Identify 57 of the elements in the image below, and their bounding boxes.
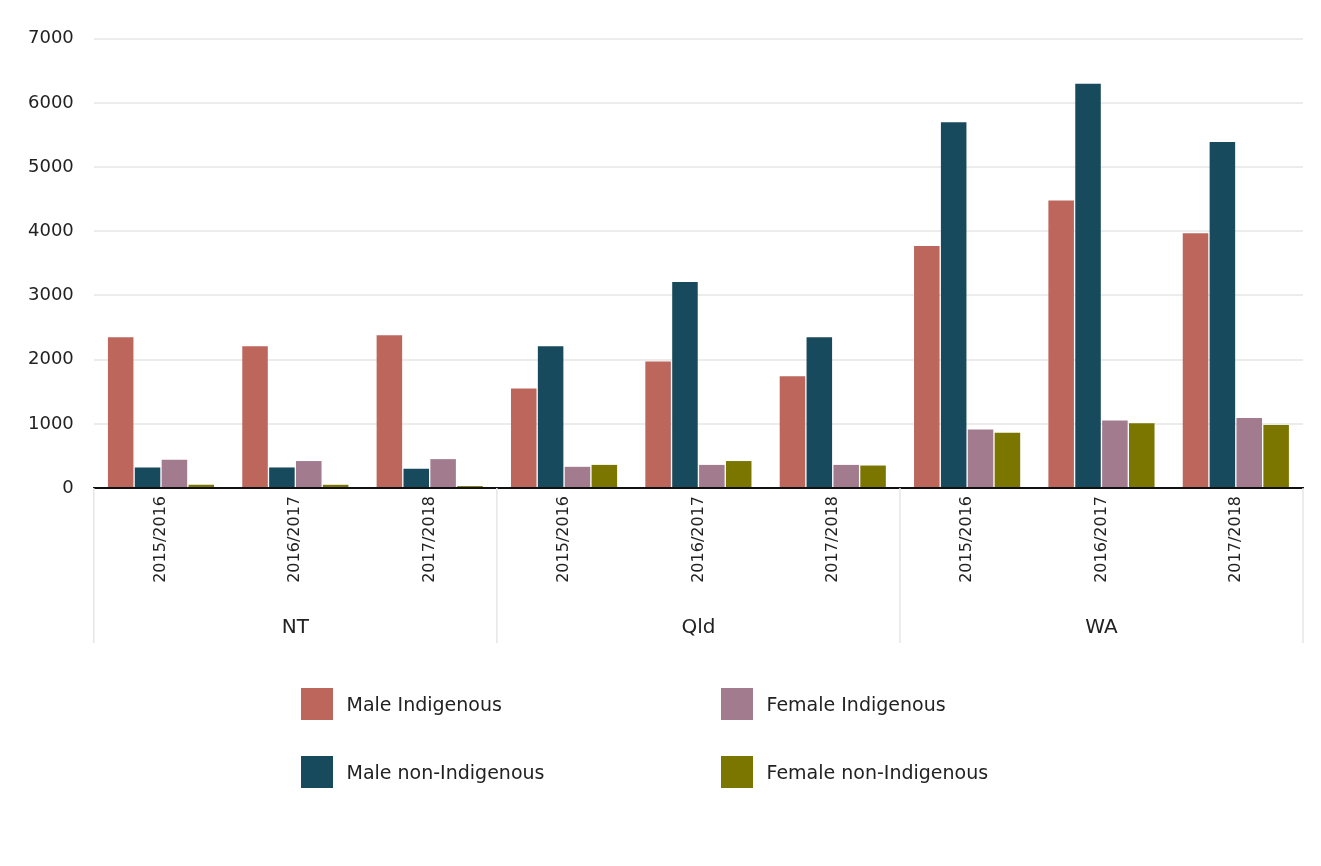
y-tick-label: 6000 (28, 90, 74, 112)
x-tick-label: 2016/2017 (1090, 496, 1110, 583)
bar (725, 461, 752, 487)
bar (994, 432, 1021, 487)
bar (1048, 200, 1074, 487)
bar (537, 346, 564, 487)
bar (645, 361, 671, 487)
x-tick-label: 2017/2018 (1224, 496, 1244, 583)
bar (1209, 142, 1236, 487)
x-tick-label: 2017/2018 (418, 496, 438, 583)
bar (107, 337, 134, 487)
bar (1102, 420, 1128, 487)
y-tick-label: 3000 (28, 283, 74, 305)
bar (806, 337, 833, 487)
bar (940, 122, 967, 487)
bar (1263, 425, 1289, 487)
bar (1075, 83, 1101, 487)
y-tick-label: 1000 (28, 411, 74, 433)
text: NT (281, 614, 310, 639)
bar (564, 466, 591, 487)
y-tick-label: 0 (62, 475, 74, 497)
bar (510, 388, 537, 487)
text: Qld (681, 614, 716, 639)
bar (779, 376, 806, 487)
y-tick-label: 7000 (28, 26, 74, 48)
x-tick-label: 2016/2017 (284, 496, 304, 583)
bar (403, 468, 430, 487)
legend-label: Male Indigenous (346, 693, 502, 715)
bar (860, 465, 886, 487)
bar (699, 464, 725, 487)
bar (591, 464, 618, 487)
x-tick-label: 2015/2016 (553, 496, 573, 583)
y-tick-label: 5000 (28, 154, 74, 176)
x-tick-label: 2016/2017 (687, 496, 707, 583)
bar (430, 459, 456, 487)
x-tick-label: 2015/2016 (150, 496, 170, 583)
bar (672, 282, 698, 487)
bar (161, 459, 188, 487)
bar (242, 346, 268, 487)
bar (269, 467, 295, 487)
bar (914, 246, 940, 487)
y-tick-label: 2000 (28, 347, 74, 369)
bar (296, 461, 322, 487)
bar (833, 464, 859, 487)
bar (1129, 423, 1155, 487)
bar (134, 467, 161, 487)
x-tick-label: 2017/2018 (821, 496, 841, 583)
bar (967, 429, 994, 487)
legend-label: Female non-Indigenous (766, 761, 989, 783)
text: WA (1085, 614, 1118, 639)
bar (1182, 233, 1209, 487)
y-tick-label: 4000 (28, 218, 74, 240)
bar (1236, 418, 1263, 487)
bar (376, 335, 403, 487)
x-tick-label: 2015/2016 (956, 496, 976, 583)
legend-label: Female Indigenous (766, 693, 946, 715)
legend-label: Male non-Indigenous (346, 761, 545, 783)
